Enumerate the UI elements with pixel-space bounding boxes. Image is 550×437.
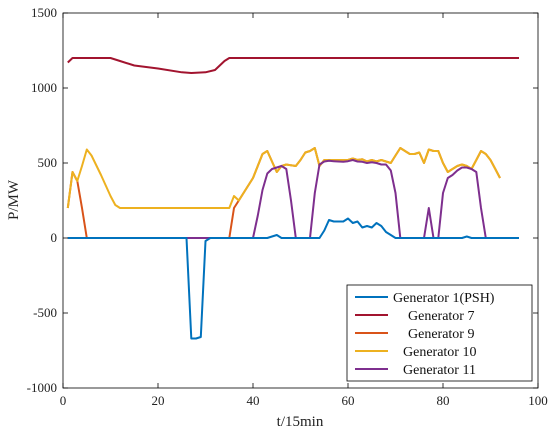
y-tick-label: -500 xyxy=(33,305,57,320)
y-tick-label: 500 xyxy=(38,155,58,170)
x-tick-label: 0 xyxy=(60,393,67,408)
x-tick-label: 20 xyxy=(152,393,165,408)
series-line xyxy=(66,147,501,209)
y-tick-label: 1000 xyxy=(31,80,57,95)
series-layer xyxy=(66,57,519,340)
series-line xyxy=(67,159,519,239)
legend: Generator 1(PSH) Generator 7 Generator 9… xyxy=(346,284,533,382)
legend-label: Generator 9 xyxy=(408,327,474,342)
legend-label: Generator 7 xyxy=(408,309,474,324)
legend-label: Generator 11 xyxy=(403,363,476,378)
x-axis-label: t/15min xyxy=(277,414,324,430)
legend-entry: Generator 1(PSH) xyxy=(355,291,495,306)
legend-entry: Generator 9 xyxy=(355,327,474,342)
x-tick-label: 100 xyxy=(528,393,548,408)
y-axis-label: P/MW xyxy=(6,179,22,220)
legend-entry: Generator 7 xyxy=(355,309,474,324)
y-tick-label: -1000 xyxy=(27,380,57,395)
x-tick-label: 60 xyxy=(342,393,355,408)
x-tick-label: 80 xyxy=(437,393,450,408)
x-tick-label: 40 xyxy=(247,393,260,408)
legend-entry: Generator 10 xyxy=(355,345,476,360)
legend-entry: Generator 11 xyxy=(355,363,476,378)
legend-label: Generator 1(PSH) xyxy=(393,291,495,306)
tick-layer: 0 20 40 60 80 100 -1000 -500 0 500 1000 1500 xyxy=(27,5,548,408)
legend-label: Generator 10 xyxy=(403,345,476,360)
series-line xyxy=(67,57,519,74)
y-tick-label: 1500 xyxy=(31,5,57,20)
series-line xyxy=(67,217,519,340)
y-tick-label: 0 xyxy=(51,230,58,245)
